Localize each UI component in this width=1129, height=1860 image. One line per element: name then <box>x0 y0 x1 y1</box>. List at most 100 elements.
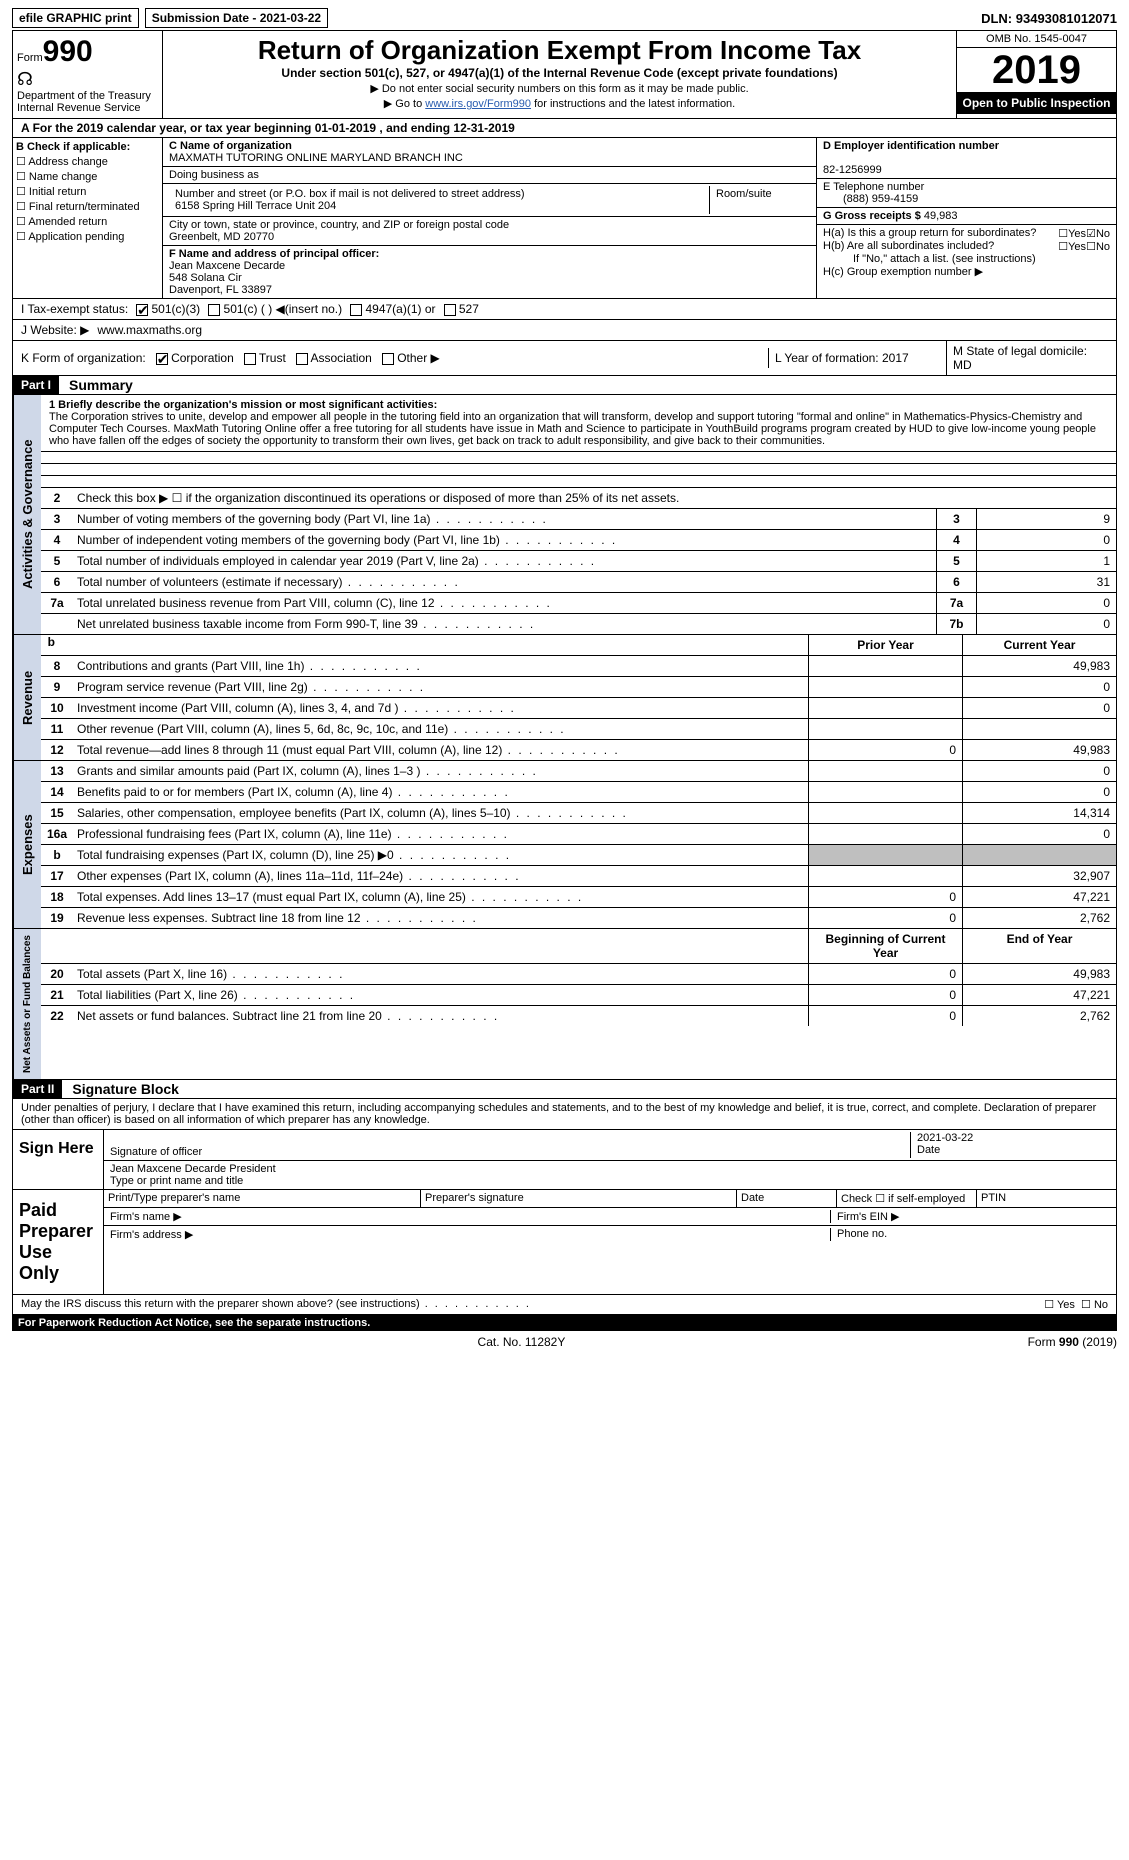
chk-amended-return[interactable]: ☐ Amended return <box>16 215 159 228</box>
line-i: I Tax-exempt status: 501(c)(3) 501(c) ( … <box>12 299 1117 320</box>
line-20: 20 Total assets (Part X, line 16) 0 49,9… <box>41 964 1116 985</box>
form-word: Form <box>17 52 43 64</box>
pra-footer <box>12 1335 15 1349</box>
col-b: B Check if applicable: ☐ Address change … <box>13 138 163 298</box>
room-suite-label: Room/suite <box>716 188 772 200</box>
catalog-number: Cat. No. 11282Y <box>478 1335 566 1349</box>
firm-ein-label: Firm's EIN ▶ <box>830 1210 1110 1223</box>
signature-block: Under penalties of perjury, I declare th… <box>12 1099 1117 1315</box>
prior-year-hdr: Prior Year <box>808 635 962 655</box>
b-label: B Check if applicable: <box>16 141 159 153</box>
ha-no[interactable]: ☑No <box>1086 227 1110 240</box>
goto-note: ▶ Go to www.irs.gov/Form990 for instruct… <box>169 97 950 110</box>
line-k-l-m: K Form of organization: Corporation Trus… <box>12 341 1117 376</box>
state-domicile: MD <box>953 358 972 372</box>
chk-527[interactable]: 527 <box>444 302 479 316</box>
form-number: 990 <box>43 35 93 68</box>
chk-501c3[interactable]: 501(c)(3) <box>136 302 200 316</box>
submission-date: Submission Date - 2021-03-22 <box>145 8 328 28</box>
officer-label: F Name and address of principal officer: <box>169 248 379 260</box>
prep-sig-hdr: Preparer's signature <box>420 1190 736 1208</box>
line-8: 8 Contributions and grants (Part VIII, l… <box>41 656 1116 677</box>
blank-line <box>41 464 1116 476</box>
ein-label: D Employer identification number <box>823 140 999 152</box>
gov-line-3: 3 Number of voting members of the govern… <box>41 509 1116 530</box>
tax-year-range: For the 2019 calendar year, or tax year … <box>33 121 515 135</box>
chk-501c[interactable]: 501(c) ( ) ◀(insert no.) <box>208 302 342 316</box>
hb-yes[interactable]: ☐Yes <box>1058 240 1086 253</box>
discuss-no[interactable]: ☐ No <box>1081 1298 1108 1311</box>
dln: DLN: 93493081012071 <box>981 11 1117 26</box>
chk-final-return[interactable]: ☐ Final return/terminated <box>16 200 159 213</box>
date-label: Date <box>917 1144 940 1156</box>
hb-no[interactable]: ☐No <box>1086 240 1110 253</box>
prep-date-hdr: Date <box>736 1190 836 1208</box>
header-middle: Return of Organization Exempt From Incom… <box>163 31 956 118</box>
dln-label: DLN: <box>981 11 1016 26</box>
end-year-hdr: End of Year <box>962 929 1116 963</box>
ssn-note: ▶ Do not enter social security numbers o… <box>169 82 950 95</box>
part-ii-header: Part II Signature Block <box>12 1080 1117 1099</box>
website-value: www.maxmaths.org <box>97 323 202 337</box>
sign-here-label: Sign Here <box>13 1130 103 1189</box>
m-label: M State of legal domicile: <box>953 344 1087 358</box>
line-2: Check this box ▶ ☐ if the organization d… <box>73 488 1116 508</box>
chk-association[interactable]: Association <box>296 351 372 365</box>
k-label: K Form of organization: <box>21 351 146 365</box>
officer-printed-name: Jean Maxcene Decarde President <box>110 1163 276 1175</box>
net-assets-section: Net Assets or Fund Balances Beginning of… <box>12 929 1117 1080</box>
org-name: MAXMATH TUTORING ONLINE MARYLAND BRANCH … <box>169 152 463 164</box>
mission-label: 1 Briefly describe the organization's mi… <box>49 399 437 411</box>
line-9: 9 Program service revenue (Part VIII, li… <box>41 677 1116 698</box>
chk-other[interactable]: Other ▶ <box>382 351 440 365</box>
chk-name-change[interactable]: ☐ Name change <box>16 170 159 183</box>
sidetab-expenses: Expenses <box>13 761 41 928</box>
j-label: J Website: ▶ <box>21 323 89 337</box>
sidetab-activities: Activities & Governance <box>13 395 41 634</box>
hb-note: If "No," attach a list. (see instruction… <box>823 253 1110 265</box>
phone-label: E Telephone number <box>823 181 924 193</box>
perjury-declaration: Under penalties of perjury, I declare th… <box>13 1099 1116 1130</box>
gross-receipts-value: 49,983 <box>924 210 958 222</box>
form-subtitle: Under section 501(c), 527, or 4947(a)(1)… <box>169 66 950 80</box>
line-15: 15 Salaries, other compensation, employe… <box>41 803 1116 824</box>
revenue-section: Revenue b Prior Year Current Year 8 Cont… <box>12 635 1117 761</box>
chk-trust[interactable]: Trust <box>244 351 286 365</box>
line-a: A For the 2019 calendar year, or tax yea… <box>12 119 1117 138</box>
chk-address-change[interactable]: ☐ Address change <box>16 155 159 168</box>
page-footer: Cat. No. 11282Y Form 990 (2019) <box>12 1331 1117 1353</box>
blank-line <box>41 476 1116 488</box>
chk-corporation[interactable]: Corporation <box>156 351 234 365</box>
may-irs-discuss: May the IRS discuss this return with the… <box>21 1298 1044 1311</box>
line-17: 17 Other expenses (Part IX, column (A), … <box>41 866 1116 887</box>
gov-line-7a: 7a Total unrelated business revenue from… <box>41 593 1116 614</box>
chk-initial-return[interactable]: ☐ Initial return <box>16 185 159 198</box>
ha-yes[interactable]: ☐Yes <box>1058 227 1086 240</box>
city-label: City or town, state or province, country… <box>169 219 509 231</box>
open-to-public: Open to Public Inspection <box>957 92 1116 114</box>
part-i-title: Summary <box>59 377 133 393</box>
chk-4947[interactable]: 4947(a)(1) or <box>350 302 435 316</box>
dln-value: 93493081012071 <box>1016 11 1117 26</box>
col-c: C Name of organization MAXMATH TUTORING … <box>163 138 816 298</box>
street-address: 6158 Spring Hill Terrace Unit 204 <box>175 200 336 212</box>
efile-print-button[interactable]: efile GRAPHIC print <box>12 8 139 28</box>
tax-year: 2019 <box>957 48 1116 92</box>
blank-line <box>41 452 1116 464</box>
phone-no-label: Phone no. <box>830 1228 1110 1241</box>
pra-notice: For Paperwork Reduction Act Notice, see … <box>12 1315 1117 1331</box>
chk-application-pending[interactable]: ☐ Application pending <box>16 230 159 243</box>
discuss-yes[interactable]: ☐ Yes <box>1044 1298 1075 1311</box>
line-19: 19 Revenue less expenses. Subtract line … <box>41 908 1116 928</box>
irs-link[interactable]: www.irs.gov/Form990 <box>425 98 531 110</box>
gov-line-6: 6 Total number of volunteers (estimate i… <box>41 572 1116 593</box>
net-col-header: Beginning of Current Year End of Year <box>41 929 1116 964</box>
firm-addr-label: Firm's address ▶ <box>110 1228 830 1241</box>
paid-preparer-label: Paid Preparer Use Only <box>13 1190 103 1294</box>
col-right: D Employer identification number 82-1256… <box>816 138 1116 298</box>
type-print-label: Type or print name and title <box>110 1175 243 1187</box>
prep-name-hdr: Print/Type preparer's name <box>104 1190 420 1208</box>
gov-line-5: 5 Total number of individuals employed i… <box>41 551 1116 572</box>
part-ii-title: Signature Block <box>62 1081 179 1097</box>
line-13: 13 Grants and similar amounts paid (Part… <box>41 761 1116 782</box>
